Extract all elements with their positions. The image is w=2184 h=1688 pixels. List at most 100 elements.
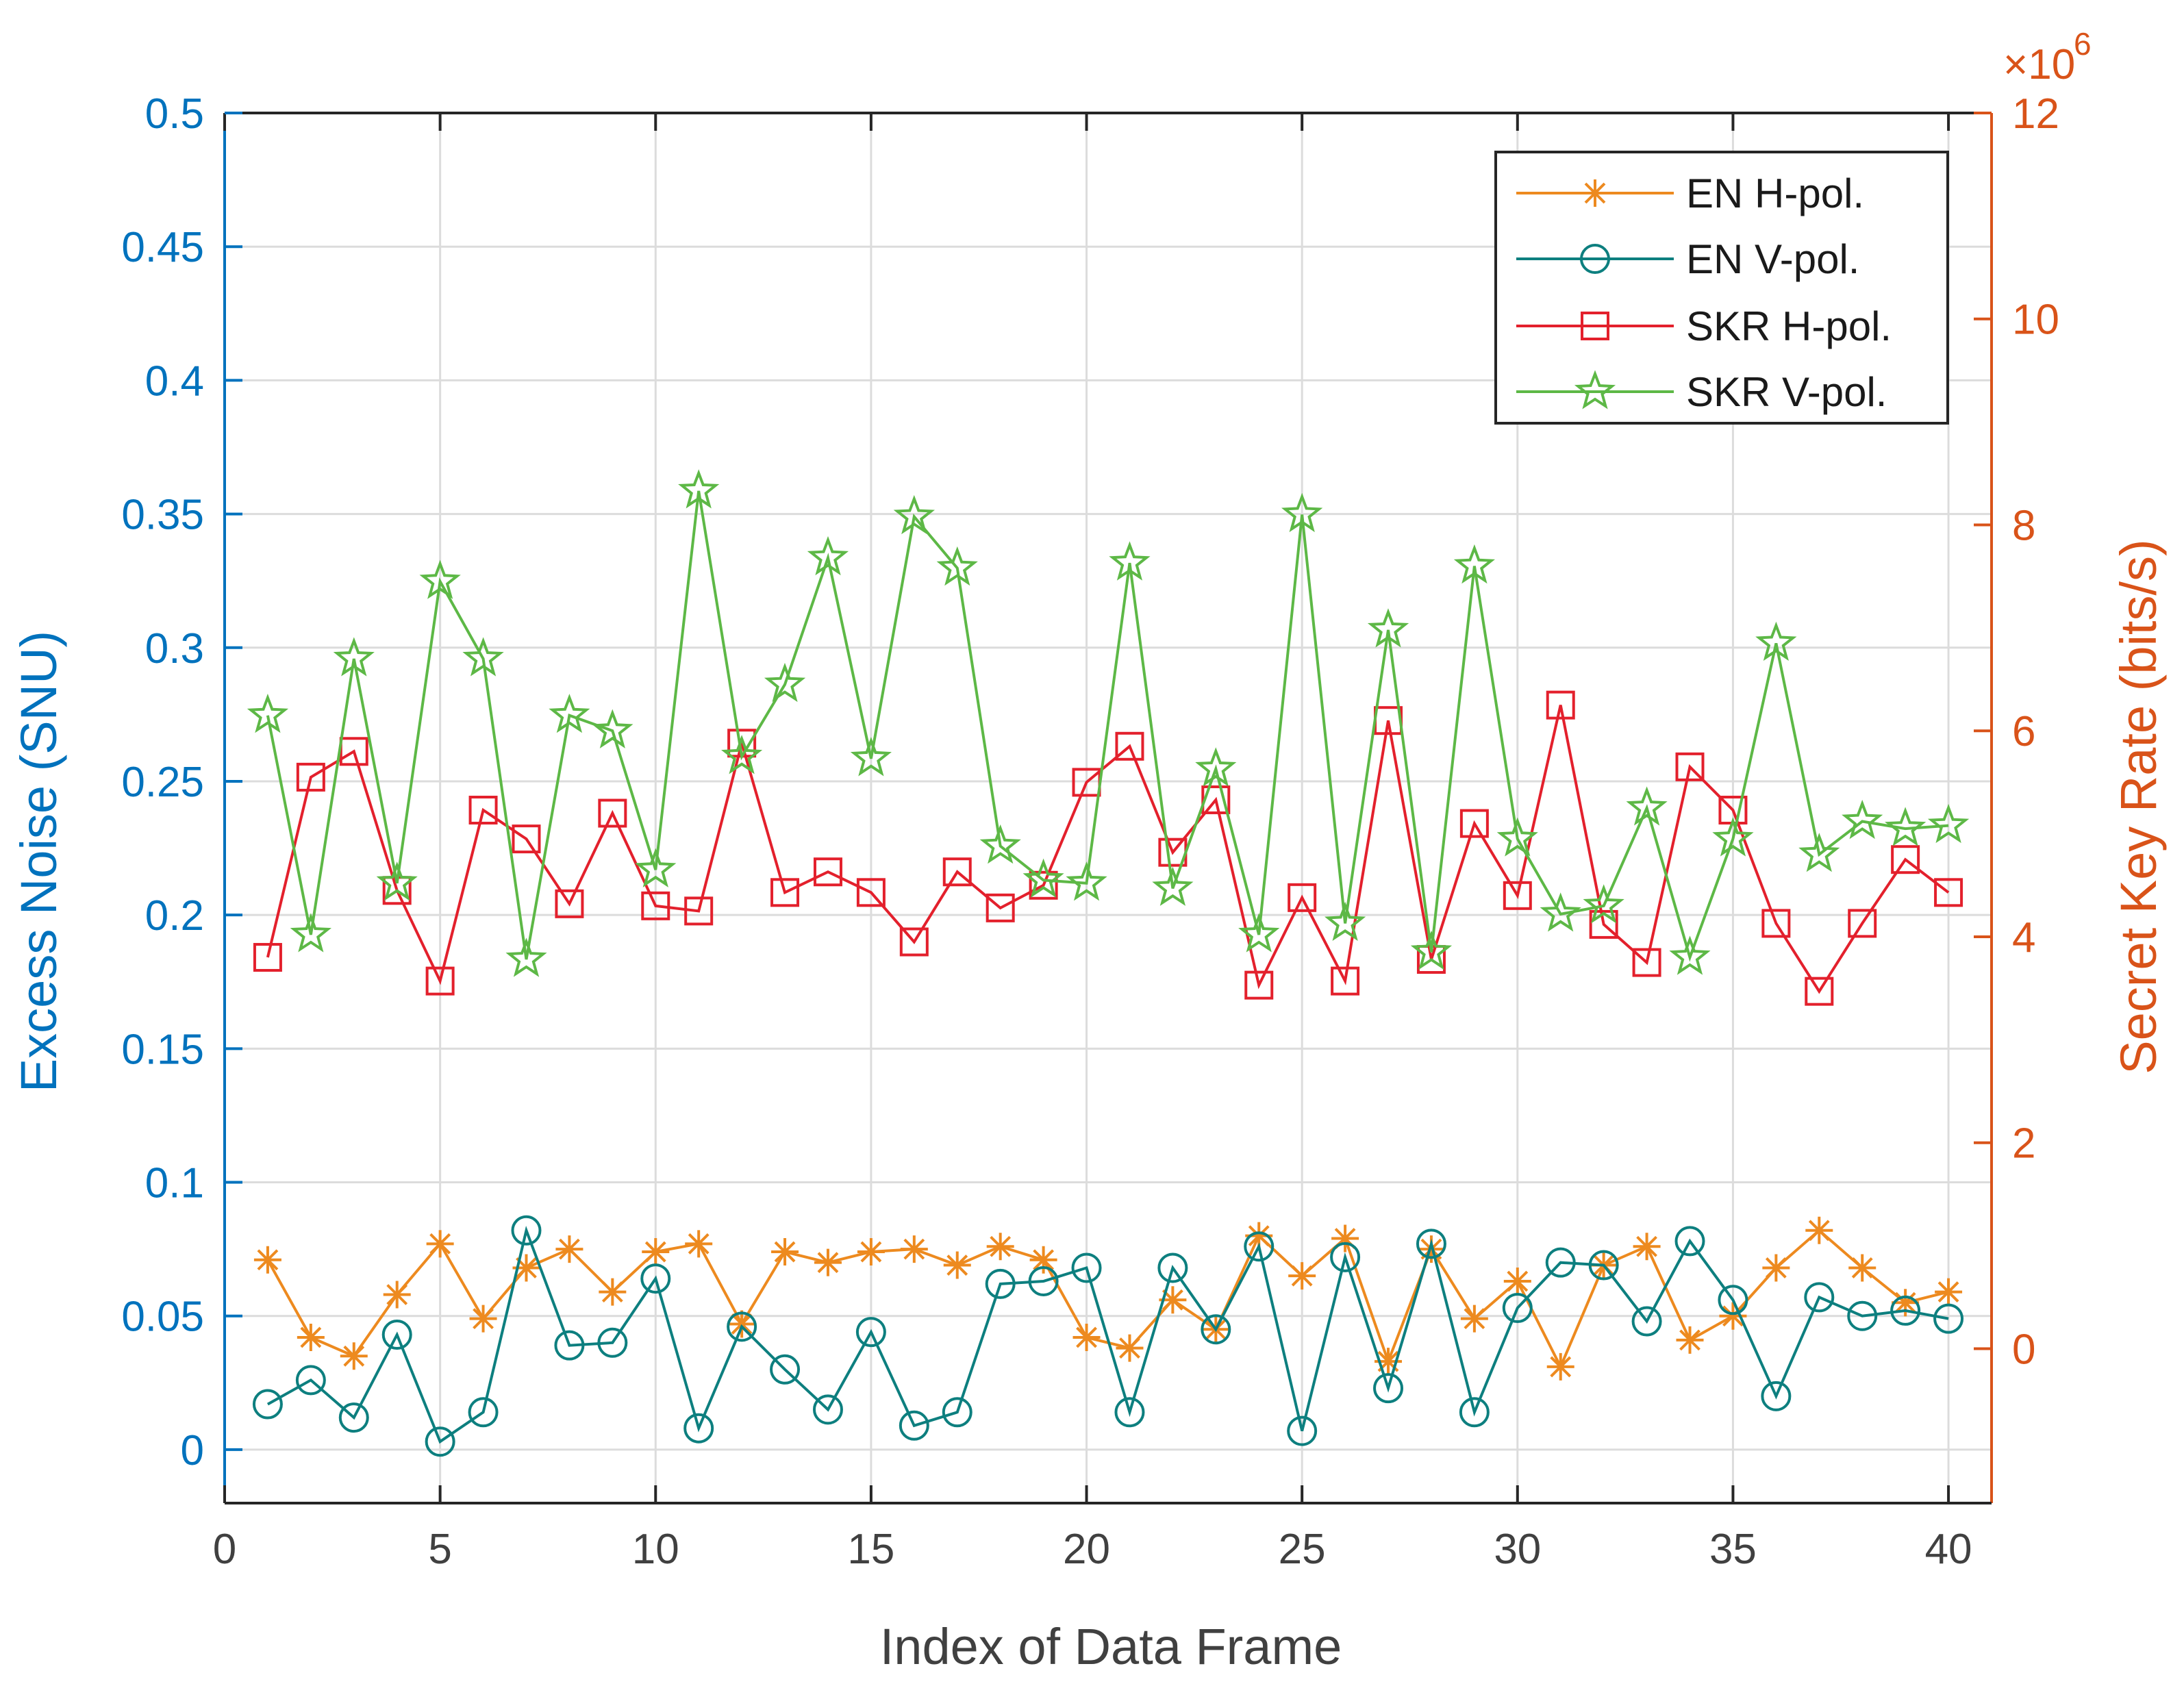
data-point (597, 1327, 628, 1358)
data-point (339, 737, 368, 766)
data-point (1933, 1303, 1964, 1334)
x-tick-label: 30 (1494, 1526, 1541, 1573)
data-point (1071, 1252, 1102, 1283)
data-point (1066, 861, 1107, 901)
data-point (253, 943, 282, 972)
data-point (383, 1281, 411, 1309)
right-axis-exponent: ×10 6 (2003, 26, 2092, 88)
data-point (592, 709, 633, 748)
data-point (814, 1248, 842, 1276)
data-point (1761, 1381, 1792, 1411)
data-point (1633, 1233, 1661, 1261)
data-point (728, 1310, 756, 1338)
x-tick-label: 10 (632, 1526, 679, 1573)
data-point (850, 737, 892, 777)
data-point (1892, 1289, 1920, 1317)
y-axis-label-right: Secret Key Rate (bits/s) (2110, 539, 2167, 1074)
data-point (425, 966, 455, 996)
data-point (1029, 870, 1058, 900)
data-point (1375, 1348, 1403, 1376)
data-point (295, 1365, 326, 1396)
data-point (1459, 809, 1489, 838)
legend-label: EN V-pol. (1686, 236, 1859, 282)
data-point (893, 494, 935, 535)
data-point (1848, 909, 1877, 938)
legend-label: SKR V-pol. (1686, 369, 1887, 415)
data-point (1201, 1314, 1231, 1345)
data-point (1848, 1254, 1877, 1282)
x-axis-label: Index of Data Frame (880, 1618, 1342, 1675)
data-point (642, 1238, 670, 1266)
data-point (1288, 1262, 1316, 1290)
legend: EN H-pol. EN V-pol. SKR H-pol. SKR V-pol. (1494, 151, 1949, 425)
y-right-tick-label: 8 (2012, 502, 2035, 549)
data-point (1331, 966, 1360, 996)
data-point (1588, 1250, 1619, 1281)
data-point (469, 1305, 497, 1333)
data-point (252, 1389, 283, 1420)
data-point (1755, 621, 1797, 661)
data-point (1545, 1247, 1576, 1278)
data-point (340, 1342, 368, 1370)
data-point (512, 1254, 540, 1282)
data-point (419, 559, 461, 599)
data-point (1934, 878, 1963, 907)
legend-marker (1581, 312, 1609, 340)
data-point (1072, 1323, 1101, 1351)
y-left-tick-label: 0.15 (121, 1026, 204, 1073)
data-point (685, 1230, 713, 1258)
data-point (684, 896, 714, 926)
data-point (1288, 883, 1317, 912)
data-point (426, 1230, 454, 1258)
data-point (1109, 541, 1151, 581)
data-point (936, 546, 978, 586)
legend-item: SKR V-pol. (1516, 369, 1887, 415)
data-point (1761, 909, 1791, 938)
data-point (511, 1215, 542, 1246)
y-left-tick-label: 0.45 (121, 224, 204, 271)
data-point (683, 1413, 714, 1444)
data-point (770, 878, 800, 907)
y-left-tick-label: 0.4 (145, 357, 204, 405)
data-point (1885, 807, 1926, 846)
data-point (1410, 930, 1453, 970)
data-point (1805, 1216, 1833, 1244)
exponent-power: 6 (2074, 26, 2092, 62)
data-point (468, 1397, 499, 1428)
data-point (943, 1251, 971, 1279)
data-point (554, 1330, 585, 1361)
data-point (635, 848, 677, 887)
data-point (1847, 1300, 1878, 1331)
data-point (296, 762, 325, 792)
data-point (1459, 1397, 1490, 1428)
data-point (857, 1238, 885, 1266)
data-point (1502, 1293, 1533, 1324)
data-point (1626, 786, 1668, 826)
data-point (1675, 752, 1705, 781)
x-tick-label: 25 (1279, 1526, 1326, 1573)
data-point (1244, 1231, 1275, 1262)
data-point (290, 913, 331, 953)
x-tick-label: 20 (1063, 1526, 1110, 1573)
x-tick-label: 15 (847, 1526, 894, 1573)
data-point (813, 857, 842, 887)
data-point (1674, 1226, 1705, 1257)
data-point (1244, 970, 1274, 1000)
data-point (1028, 1265, 1059, 1296)
data-point (1540, 892, 1581, 932)
data-point (1712, 817, 1754, 857)
data-point (376, 861, 418, 901)
data-point (1669, 935, 1711, 975)
data-point (1891, 845, 1920, 874)
data-point (462, 637, 504, 677)
y-right-tick-label: 2 (2012, 1120, 2035, 1168)
axes (223, 112, 1993, 1504)
data-point (1201, 785, 1231, 814)
legend-item: SKR H-pol. (1516, 303, 1892, 349)
y-right-tick-label: 6 (2012, 708, 2035, 755)
data-point (468, 796, 498, 825)
y-right-tick-label: 12 (2012, 90, 2059, 138)
y-axis-label-left: Excess Noise (SNU) (10, 631, 67, 1092)
y-left-tick-label: 0.35 (121, 492, 204, 539)
data-point (1453, 544, 1495, 584)
